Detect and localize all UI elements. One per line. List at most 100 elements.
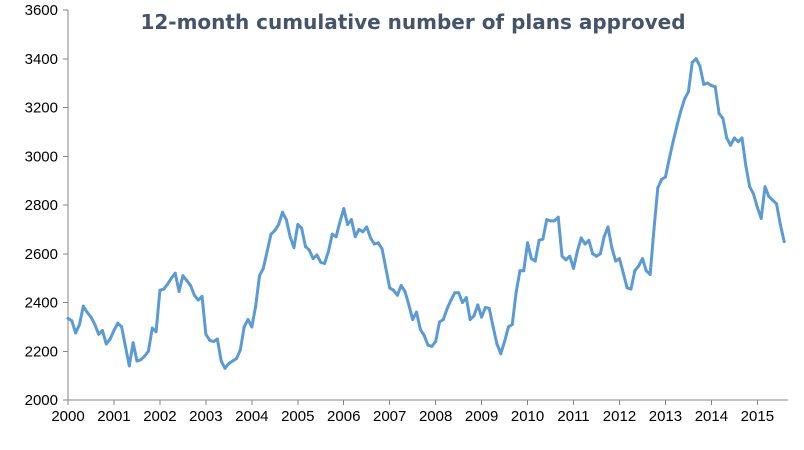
data-point [698, 64, 702, 68]
data-point [204, 332, 208, 336]
data-point [399, 283, 403, 287]
data-point [231, 359, 235, 363]
data-point [212, 340, 216, 343]
x-tick-label: 2007 [373, 408, 406, 425]
data-point [449, 298, 453, 302]
data-point [464, 296, 468, 300]
data-point [192, 293, 196, 297]
data-point [717, 112, 721, 116]
data-point [330, 232, 334, 236]
data-point [564, 258, 568, 262]
data-point [495, 342, 499, 346]
data-point [740, 136, 744, 140]
data-point [154, 330, 158, 334]
data-point [346, 223, 350, 226]
data-point [315, 253, 319, 257]
data-point [660, 177, 664, 181]
data-point [671, 140, 675, 144]
data-point [694, 57, 698, 61]
data-point [686, 90, 690, 94]
data-point [637, 264, 641, 268]
y-axis: 2000 2200 2400 2600 2800 3000 3200 3400 3600 [25, 2, 69, 409]
data-point [683, 97, 687, 101]
data-point [621, 271, 625, 275]
data-point [560, 254, 564, 258]
data-point [767, 194, 771, 198]
data-point [610, 246, 614, 250]
data-point [522, 269, 526, 273]
data-point [441, 318, 445, 322]
x-tick-label: 2002 [143, 408, 176, 425]
data-point [334, 235, 338, 239]
data-point [269, 232, 273, 236]
data-point [116, 321, 120, 325]
data-point [307, 248, 311, 252]
data-point [254, 304, 258, 308]
data-point [526, 241, 530, 245]
data-point [146, 349, 150, 353]
data-point [108, 337, 112, 341]
data-point [131, 341, 135, 345]
data-point [595, 254, 599, 258]
data-point [219, 359, 223, 363]
data-point [445, 307, 449, 311]
data-point [112, 329, 116, 333]
data-point [506, 325, 510, 329]
data-point [702, 82, 706, 86]
data-point [552, 219, 556, 223]
data-point [238, 348, 242, 352]
data-point [323, 262, 327, 265]
data-point [150, 326, 154, 330]
x-axis: 2000 2001 2002 2003 2004 2005 2006 2007 2008 2009… [51, 399, 788, 425]
data-point [200, 294, 204, 298]
data-point [460, 301, 464, 304]
data-point [422, 333, 426, 337]
y-tick-label: 2600 [25, 246, 58, 263]
x-tick-label: 2010 [511, 408, 544, 425]
data-point [629, 287, 633, 291]
data-point [223, 366, 227, 370]
data-point [763, 185, 767, 189]
data-point [587, 238, 591, 242]
data-point [529, 257, 533, 261]
data-point [426, 343, 430, 347]
data-point [158, 288, 162, 292]
x-tick-label: 2015 [741, 408, 774, 425]
data-point [579, 236, 583, 240]
data-point [166, 282, 170, 286]
x-tick-label: 2009 [465, 408, 498, 425]
data-point [633, 269, 637, 273]
data-point [277, 223, 281, 226]
x-tick-label: 2014 [695, 408, 728, 425]
data-point [392, 288, 396, 292]
data-point [725, 136, 729, 140]
data-point [652, 227, 656, 231]
data-point [135, 359, 139, 363]
data-point [257, 274, 261, 278]
data-point [85, 310, 89, 314]
data-point [602, 235, 606, 239]
data-point [434, 340, 438, 343]
data-point [411, 318, 415, 322]
data-point [755, 205, 759, 209]
data-point [196, 298, 200, 302]
data-point [66, 316, 70, 320]
data-point [457, 291, 461, 295]
data-point [480, 315, 484, 319]
data-point [748, 185, 752, 189]
data-point [732, 136, 736, 140]
data-point [510, 322, 514, 326]
data-point [296, 223, 300, 226]
data-point [369, 236, 373, 240]
x-tick-label: 2000 [51, 408, 84, 425]
data-point [215, 337, 219, 341]
data-point [729, 143, 733, 147]
data-point [250, 325, 254, 329]
data-point [541, 237, 545, 241]
data-point [300, 226, 304, 230]
data-point [706, 81, 710, 85]
x-tick-label: 2008 [419, 408, 452, 425]
data-point [181, 274, 185, 278]
data-point [235, 357, 239, 361]
